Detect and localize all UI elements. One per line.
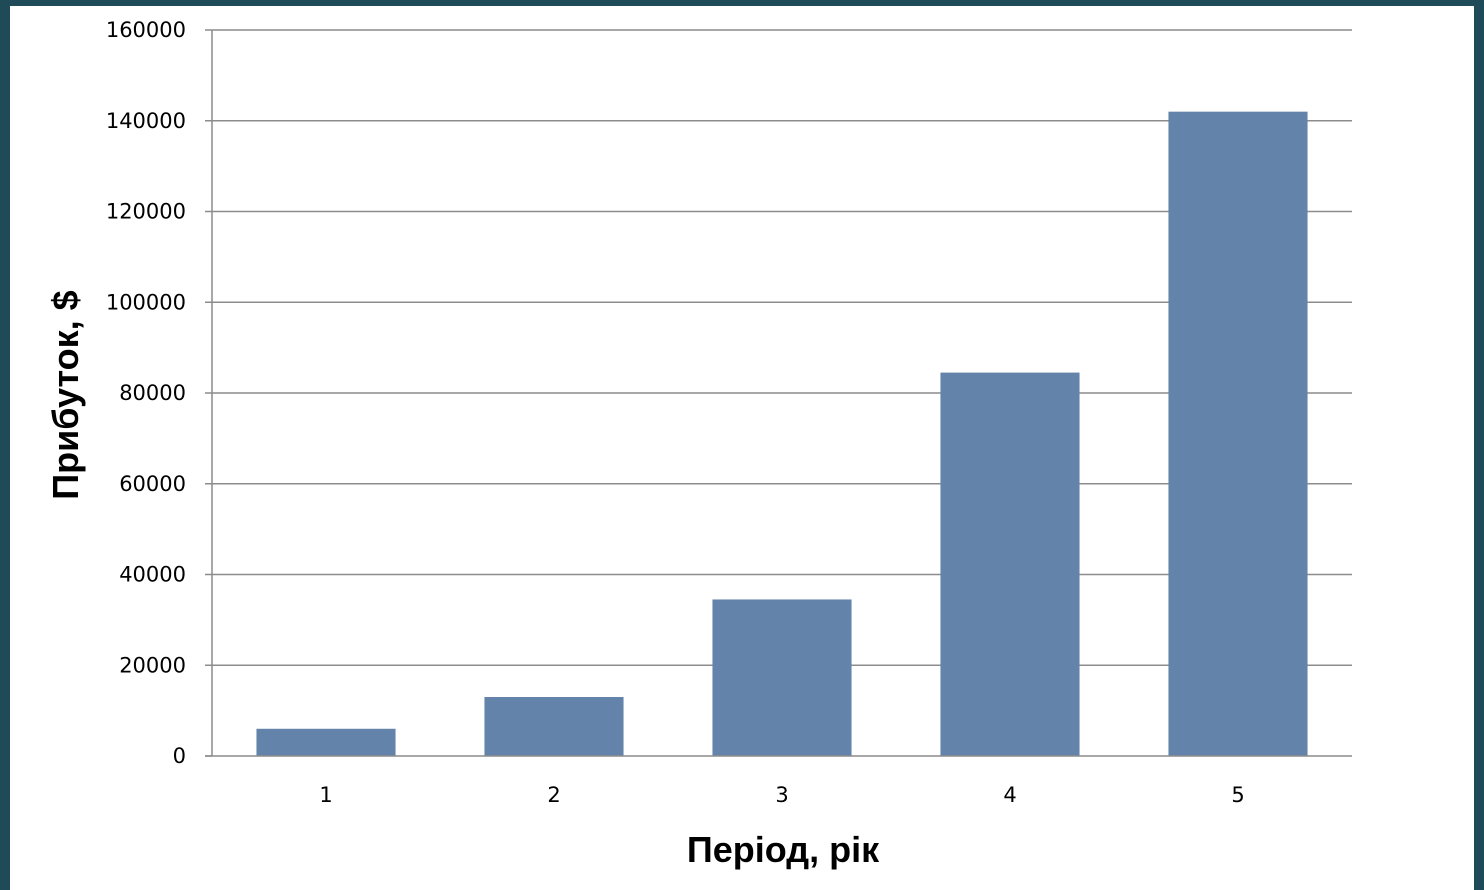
bars xyxy=(256,111,1308,757)
y-tick-label: 80000 xyxy=(119,381,186,405)
y-tick-label: 140000 xyxy=(106,109,186,133)
bar xyxy=(256,728,396,756)
x-tick-label: 4 xyxy=(1003,783,1016,807)
y-tick-label: 0 xyxy=(173,744,186,768)
x-axis-title: Період, рік xyxy=(687,829,880,870)
axes xyxy=(205,30,1352,757)
y-tick-label: 40000 xyxy=(119,563,186,587)
y-tick-label: 60000 xyxy=(119,472,186,496)
y-tick-label: 160000 xyxy=(106,18,186,42)
bar xyxy=(712,599,852,756)
x-tick-labels: 1 2 3 4 5 xyxy=(319,783,1244,807)
bar xyxy=(484,697,624,756)
x-tick-label: 3 xyxy=(775,783,788,807)
y-tick-label: 20000 xyxy=(119,653,186,677)
y-tick-label: 100000 xyxy=(106,290,186,314)
x-tick-label: 1 xyxy=(319,783,332,807)
y-tick-label: 120000 xyxy=(106,200,186,224)
y-axis-title: Прибуток, $ xyxy=(45,290,86,499)
x-tick-label: 2 xyxy=(547,783,560,807)
bar xyxy=(940,372,1080,756)
y-tick-labels: 0 20000 40000 60000 80000 100000 120000 140000 1… xyxy=(106,18,186,768)
x-tick-label: 5 xyxy=(1231,783,1244,807)
bar xyxy=(1168,111,1308,757)
